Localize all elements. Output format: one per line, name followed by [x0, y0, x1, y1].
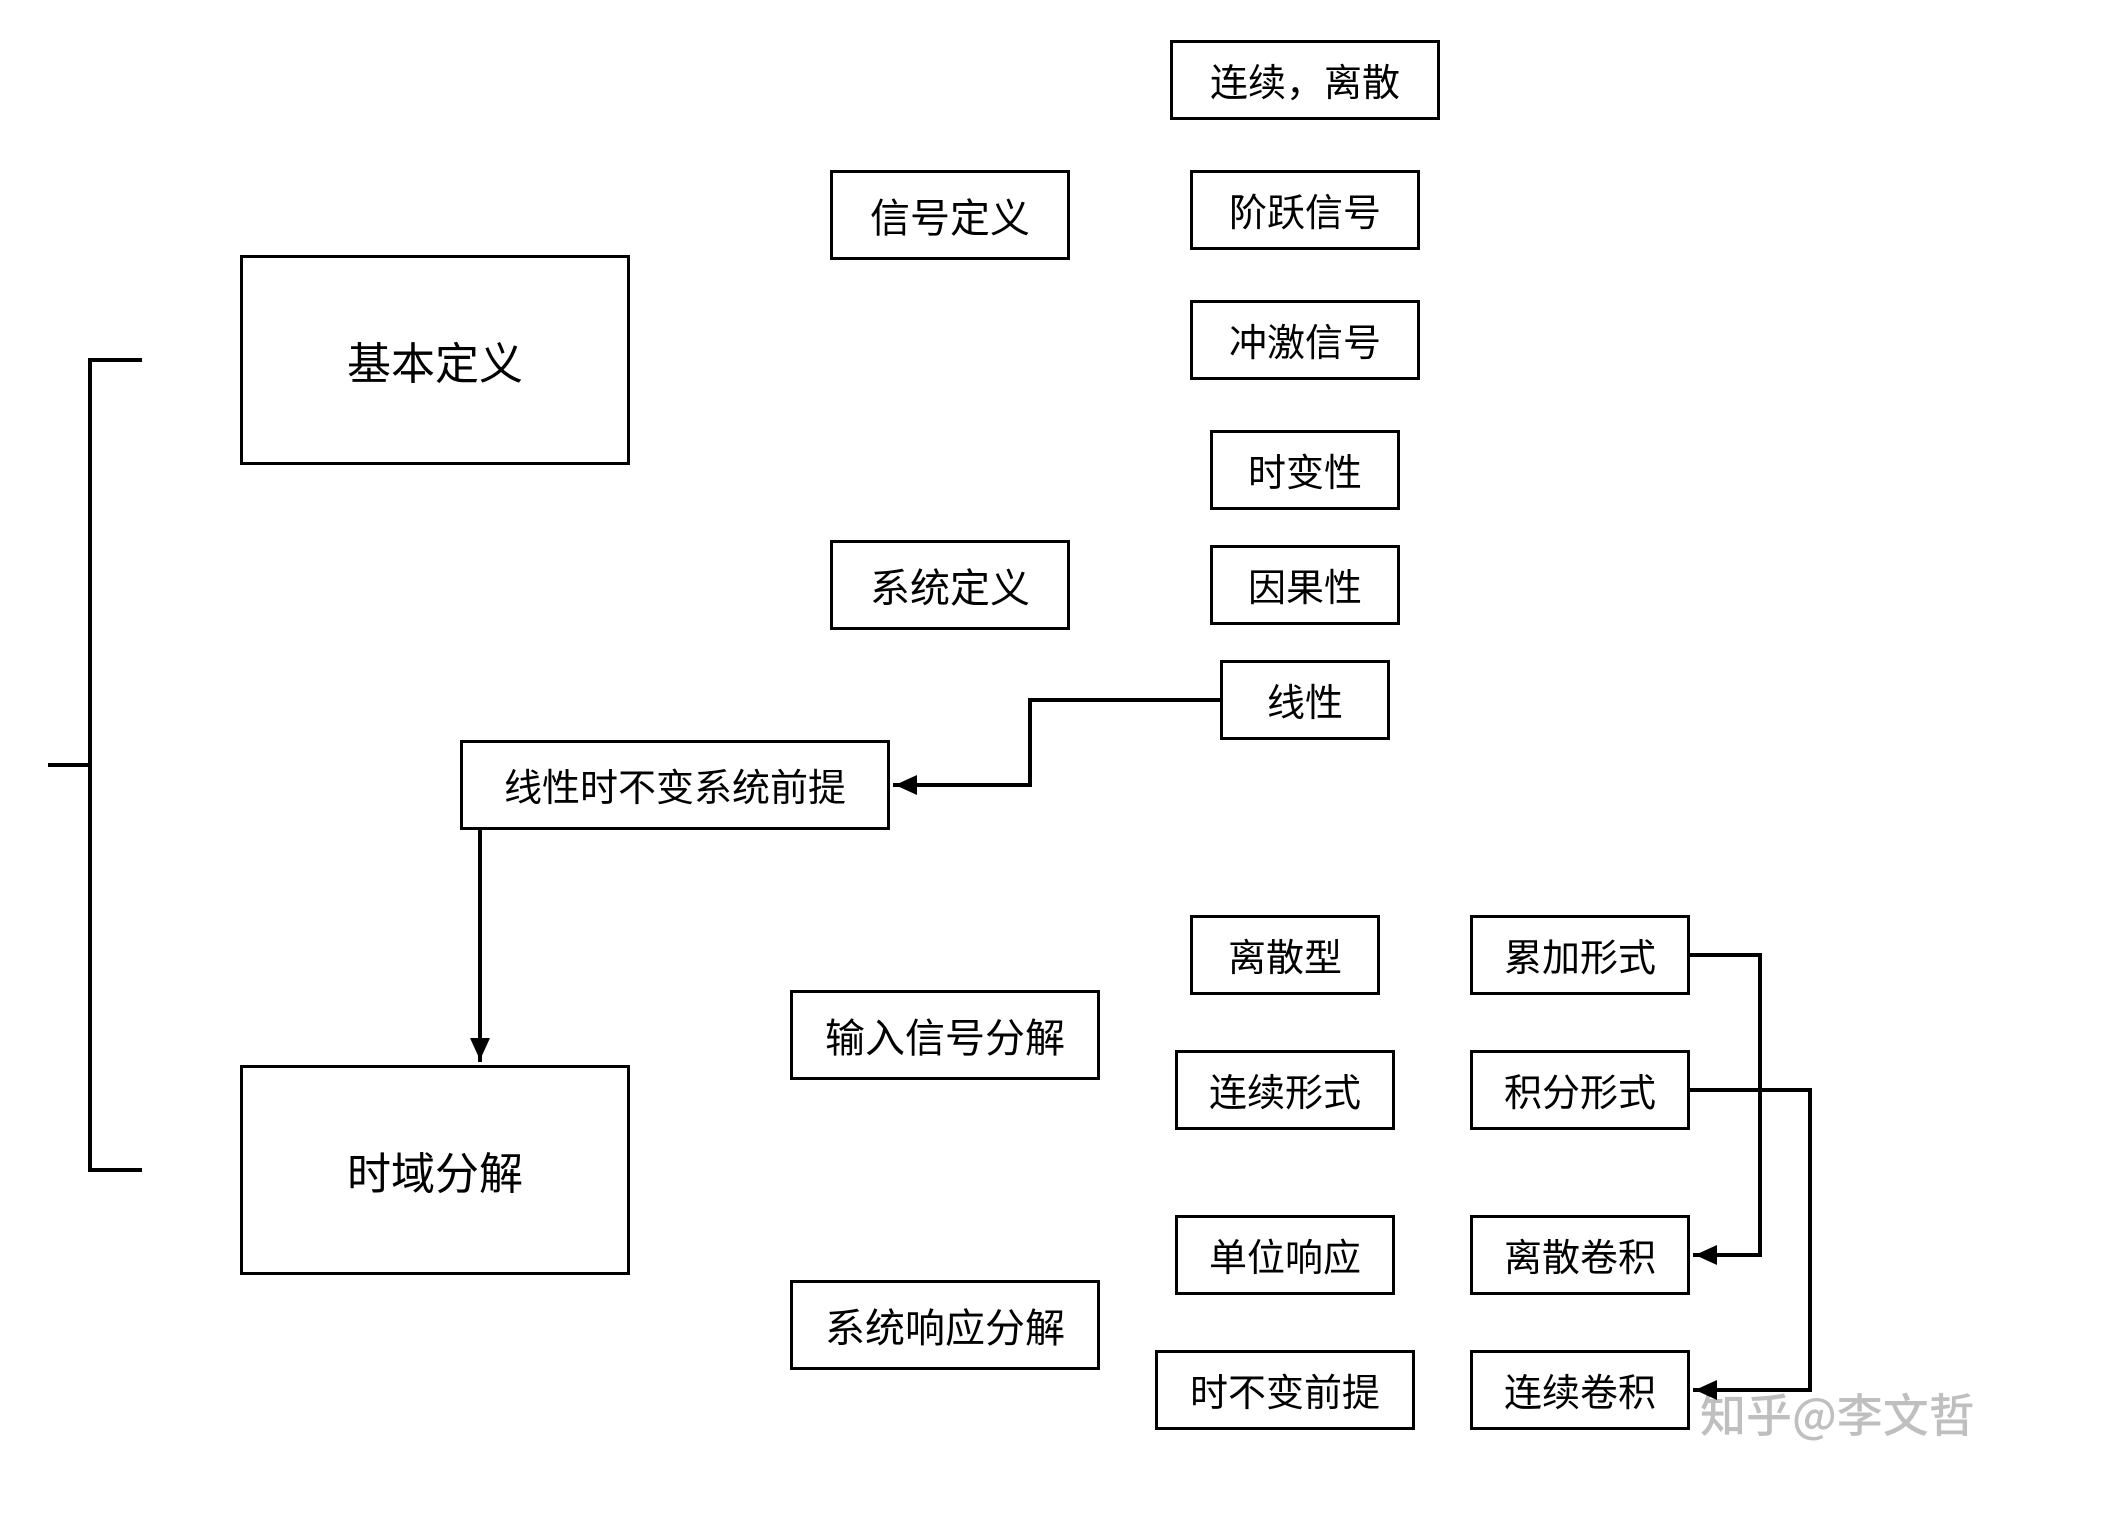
edge-linearity-lti: [895, 700, 1220, 785]
node-signal_def: 信号定义: [830, 170, 1070, 260]
node-unit_resp: 单位响应: [1175, 1215, 1395, 1295]
arrow-linearity-lti: [895, 775, 917, 795]
node-discrete_type: 离散型: [1190, 915, 1380, 995]
node-disc_conv: 离散卷积: [1470, 1215, 1690, 1295]
node-time_var: 时变性: [1210, 430, 1400, 510]
diagram-stage: 知乎@李文哲 基本定义时域分解 线性时不变系统前提 信号定义系统定义输入信号分解系统…: [0, 0, 2120, 1524]
edge-int-to-cont: [1690, 1090, 1810, 1390]
edge-sum-to-disc: [1690, 955, 1760, 1255]
node-causality: 因果性: [1210, 545, 1400, 625]
node-sum_form: 累加形式: [1470, 915, 1690, 995]
arrow-lti-down: [470, 1038, 490, 1060]
node-cont_discrete: 连续，离散: [1170, 40, 1440, 120]
node-cont_conv: 连续卷积: [1470, 1350, 1690, 1430]
node-linearity: 线性: [1220, 660, 1390, 740]
node-int_form: 积分形式: [1470, 1050, 1690, 1130]
watermark: 知乎@李文哲: [1700, 1380, 1975, 1446]
node-cont_form: 连续形式: [1175, 1050, 1395, 1130]
node-impulse_sig: 冲激信号: [1190, 300, 1420, 380]
arrow-sum-to-disc: [1695, 1245, 1717, 1265]
node-tinv_premise: 时不变前提: [1155, 1350, 1415, 1430]
node-system_def: 系统定义: [830, 540, 1070, 630]
node-lti_premise: 线性时不变系统前提: [460, 740, 890, 830]
node-time_decomp: 时域分解: [240, 1065, 630, 1275]
node-sysresp_decomp: 系统响应分解: [790, 1280, 1100, 1370]
node-step_sig: 阶跃信号: [1190, 170, 1420, 250]
node-input_decomp: 输入信号分解: [790, 990, 1100, 1080]
node-basic_def: 基本定义: [240, 255, 630, 465]
edge-root-bracket: [90, 360, 140, 1170]
